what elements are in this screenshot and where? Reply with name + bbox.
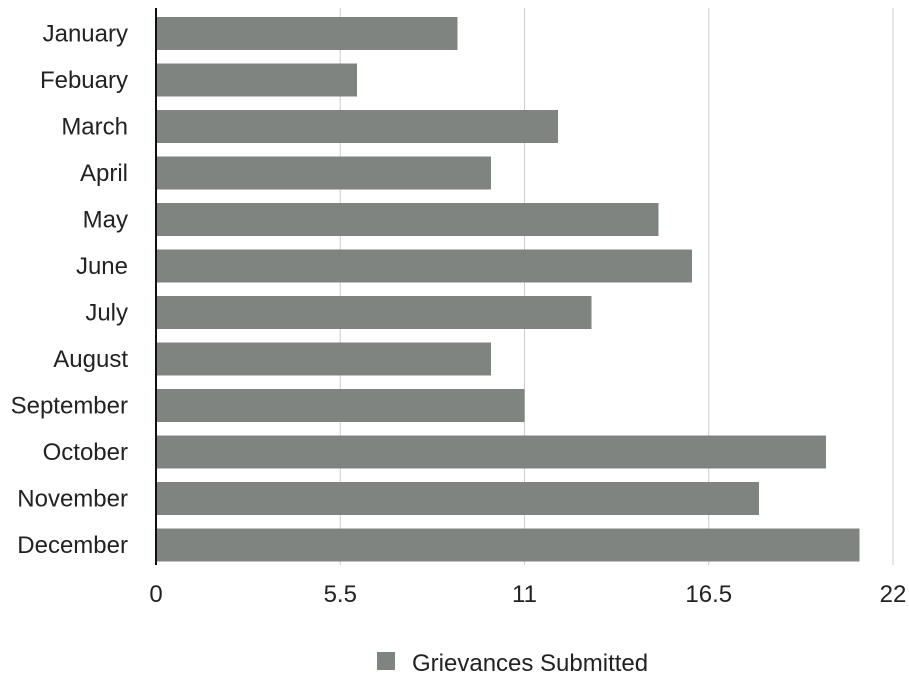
bar	[156, 528, 860, 562]
grid-lines	[339, 8, 894, 565]
bar	[156, 249, 692, 283]
y-category-label: July	[85, 300, 128, 327]
y-category-label: September	[11, 393, 128, 420]
bar	[156, 110, 558, 143]
x-tick-label: 16.5	[685, 581, 732, 608]
y-category-label: April	[80, 160, 128, 187]
y-category-label: March	[61, 114, 128, 141]
y-category-label: Febuary	[40, 67, 128, 94]
bars	[156, 17, 860, 562]
bar	[156, 17, 458, 50]
y-category-label: November	[17, 486, 128, 513]
bar	[156, 296, 592, 329]
y-category-label: January	[43, 21, 128, 48]
legend: Grievances Submitted	[377, 650, 648, 677]
bar	[156, 389, 525, 422]
bar	[156, 482, 759, 515]
y-category-label: August	[53, 346, 128, 373]
x-tick-label: 22	[880, 581, 907, 608]
labels: 0 5.5 11 16.5 22 January Febuary March April May J…	[11, 21, 907, 609]
y-category-label: May	[83, 207, 128, 234]
bar	[156, 435, 826, 469]
x-tick-label: 5.5	[324, 581, 357, 608]
y-category-label: October	[43, 439, 128, 466]
x-tick-label: 11	[512, 581, 537, 608]
bar	[156, 63, 357, 97]
bar	[156, 342, 491, 376]
bar	[156, 203, 659, 236]
legend-swatch	[377, 652, 395, 670]
bar	[156, 156, 491, 190]
y-category-label: June	[76, 253, 128, 280]
legend-label: Grievances Submitted	[412, 650, 648, 677]
x-tick-label: 0	[149, 581, 162, 608]
y-category-label: December	[17, 532, 128, 559]
